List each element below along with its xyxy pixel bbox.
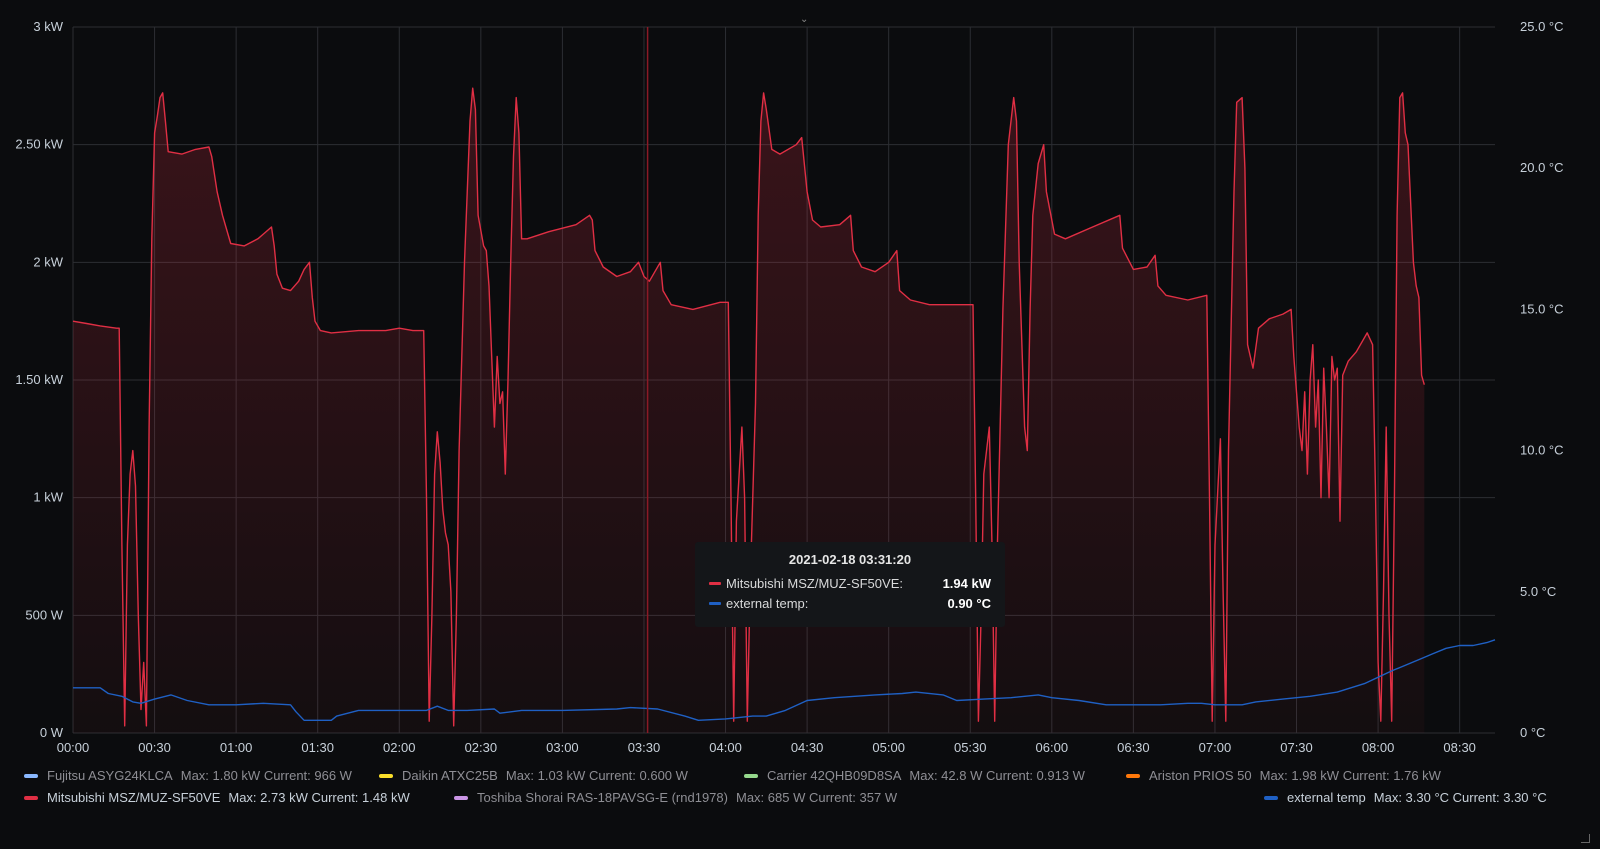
tooltip-timestamp: 2021-02-18 03:31:20: [788, 552, 912, 567]
chart-tooltip: 2021-02-18 03:31:20 Mitsubishi MSZ/MUZ-S…: [695, 542, 1005, 627]
legend-row: Fujitsu ASYG24KLCA Max: 1.80 kW Current:…: [24, 768, 1584, 790]
legend-item-toshiba[interactable]: Toshiba Shorai RAS-18PAVSG-E (rnd1978) M…: [454, 790, 897, 805]
x-tick-label: 04:30: [791, 740, 824, 755]
legend-series-name: Toshiba Shorai RAS-18PAVSG-E (rnd1978): [477, 790, 728, 805]
legend-series-stats: Max: 3.30 °C Current: 3.30 °C: [1373, 790, 1547, 805]
y-axis-right: 0 °C 5.0 °C 10.0 °C 15.0 °C 20.0 °C 25.0 °C: [1520, 19, 1564, 740]
series-color-swatch: [744, 773, 758, 778]
series-color-swatch: [1126, 773, 1140, 778]
y-tick-label-left: 0 W: [40, 725, 64, 740]
legend-series-name: external temp: [1287, 790, 1366, 805]
tooltip-row: Mitsubishi MSZ/MUZ-SF50VE: 1.94 kW: [709, 573, 991, 593]
x-tick-label: 03:30: [628, 740, 661, 755]
legend-series-stats: Max: 1.03 kW Current: 0.600 W: [505, 768, 688, 783]
legend-item-carrier[interactable]: Carrier 42QHB09D8SA Max: 42.8 W Current:…: [744, 768, 1085, 783]
legend-series-name: Fujitsu ASYG24KLCA: [47, 768, 173, 783]
chevron-down-icon[interactable]: ⌄: [800, 14, 809, 25]
series-lines: [72, 87, 1496, 727]
legend-series-name: Ariston PRIOS 50: [1149, 768, 1252, 783]
legend-series-stats: Max: 42.8 W Current: 0.913 W: [909, 768, 1085, 783]
x-tick-label: 08:30: [1443, 740, 1476, 755]
tooltip-series-value: 0.90 °C: [947, 595, 991, 611]
series-area: [73, 88, 1425, 733]
y-tick-label-right: 10.0 °C: [1520, 443, 1564, 458]
series-color-swatch: [454, 795, 468, 800]
x-tick-label: 02:00: [383, 740, 416, 755]
x-tick-label: 04:00: [709, 740, 742, 755]
x-tick-label: 01:00: [220, 740, 253, 755]
x-tick-label: 08:00: [1362, 740, 1395, 755]
tooltip-series-value: 1.94 kW: [942, 575, 991, 591]
legend-series-stats: Max: 685 W Current: 357 W: [735, 790, 898, 805]
y-tick-label-right: 20.0 °C: [1520, 160, 1564, 175]
x-tick-label: 06:00: [1036, 740, 1069, 755]
y-tick-label-right: 15.0 °C: [1520, 301, 1564, 316]
x-tick-label: 06:30: [1117, 740, 1150, 755]
legend-series-name: Daikin ATXC25B: [402, 768, 498, 783]
legend-item-external-temp[interactable]: external temp Max: 3.30 °C Current: 3.30…: [1264, 790, 1547, 805]
tooltip-series-name: Mitsubishi MSZ/MUZ-SF50VE:: [726, 575, 903, 591]
legend-row: Mitsubishi MSZ/MUZ-SF50VE Max: 2.73 kW C…: [24, 790, 1584, 812]
y-tick-label-left: 1.50 kW: [15, 372, 63, 387]
legend-item-fujitsu[interactable]: Fujitsu ASYG24KLCA Max: 1.80 kW Current:…: [24, 768, 352, 783]
time-series-chart[interactable]: 0 W 500 W 1 kW 1.50 kW 2 kW 2.50 kW 3 kW 0 °C 5…: [0, 0, 1600, 768]
y-tick-label-left: 3 kW: [33, 19, 63, 34]
tooltip-series-name: external temp:: [726, 595, 809, 611]
x-tick-label: 02:30: [465, 740, 498, 755]
series-line: [73, 639, 1496, 721]
x-tick-label: 07:30: [1280, 740, 1313, 755]
legend-item-mitsubishi[interactable]: Mitsubishi MSZ/MUZ-SF50VE Max: 2.73 kW C…: [24, 790, 410, 805]
x-tick-label: 00:30: [138, 740, 171, 755]
x-tick-label: 01:30: [301, 740, 334, 755]
y-tick-label-left: 2 kW: [33, 254, 63, 269]
series-color-swatch: [24, 795, 38, 800]
y-axis-left: 0 W 500 W 1 kW 1.50 kW 2 kW 2.50 kW 3 kW: [15, 19, 63, 740]
series-area-fill: [73, 88, 1425, 733]
x-axis: 00:00 00:30 01:00 01:30 02:00 02:30 03:00 03:30…: [57, 740, 1476, 755]
y-tick-label-left: 500 W: [25, 607, 63, 622]
series-color-swatch: [24, 773, 38, 778]
x-tick-label: 07:00: [1199, 740, 1232, 755]
legend-series-stats: Max: 2.73 kW Current: 1.48 kW: [228, 790, 410, 805]
y-tick-label-right: 5.0 °C: [1520, 584, 1556, 599]
x-tick-label: 00:00: [57, 740, 90, 755]
legend-item-ariston[interactable]: Ariston PRIOS 50 Max: 1.98 kW Current: 1…: [1126, 768, 1441, 783]
x-tick-label: 05:30: [954, 740, 987, 755]
series-color-swatch: [379, 773, 393, 778]
legend-series-stats: Max: 1.80 kW Current: 966 W: [180, 768, 352, 783]
x-tick-label: 05:00: [872, 740, 905, 755]
tooltip-row: external temp: 0.90 °C: [709, 593, 991, 613]
series-color-swatch: [709, 601, 721, 605]
y-tick-label-right: 25.0 °C: [1520, 19, 1564, 34]
y-tick-label-right: 0 °C: [1520, 725, 1545, 740]
series-color-swatch: [1264, 795, 1278, 800]
y-tick-label-left: 1 kW: [33, 490, 63, 505]
series-line: [72, 87, 1425, 727]
legend-series-name: Mitsubishi MSZ/MUZ-SF50VE: [47, 790, 221, 805]
x-tick-label: 03:00: [546, 740, 579, 755]
series-color-swatch: [709, 581, 721, 585]
legend-series-stats: Max: 1.98 kW Current: 1.76 kW: [1259, 768, 1441, 783]
chart-legend: Fujitsu ASYG24KLCA Max: 1.80 kW Current:…: [24, 768, 1584, 812]
legend-series-name: Carrier 42QHB09D8SA: [767, 768, 902, 783]
legend-item-daikin[interactable]: Daikin ATXC25B Max: 1.03 kW Current: 0.6…: [379, 768, 688, 783]
y-tick-label-left: 2.50 kW: [15, 137, 63, 152]
resize-handle-icon[interactable]: [1581, 834, 1590, 843]
